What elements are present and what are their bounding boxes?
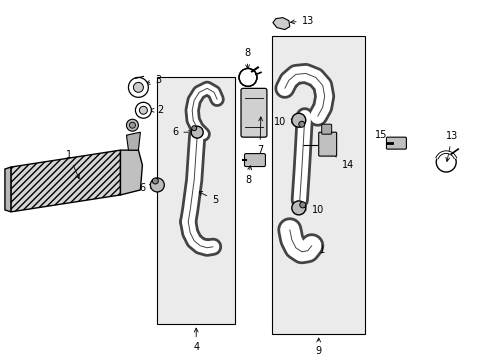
- Circle shape: [128, 77, 148, 97]
- Circle shape: [291, 201, 305, 215]
- Text: 8: 8: [244, 49, 249, 69]
- Text: 14: 14: [329, 152, 353, 170]
- Text: 10: 10: [302, 205, 323, 215]
- Circle shape: [139, 106, 147, 114]
- FancyBboxPatch shape: [321, 124, 331, 134]
- FancyBboxPatch shape: [244, 154, 265, 167]
- Text: 15: 15: [374, 130, 391, 143]
- Circle shape: [152, 178, 158, 184]
- Circle shape: [129, 122, 135, 128]
- Bar: [157, 77, 235, 324]
- Text: 13: 13: [290, 15, 313, 26]
- Text: 9: 9: [315, 338, 321, 356]
- Text: 5: 5: [198, 192, 218, 205]
- Text: 6: 6: [172, 127, 192, 137]
- Text: 10: 10: [273, 117, 294, 127]
- FancyBboxPatch shape: [386, 137, 406, 149]
- Polygon shape: [11, 150, 120, 212]
- Circle shape: [291, 113, 305, 127]
- Circle shape: [135, 102, 151, 118]
- Text: 2: 2: [150, 105, 163, 115]
- Polygon shape: [5, 167, 11, 212]
- Circle shape: [126, 119, 138, 131]
- Text: 7: 7: [256, 117, 263, 155]
- Text: 8: 8: [244, 166, 251, 185]
- Text: 1: 1: [65, 150, 79, 179]
- Circle shape: [298, 121, 304, 127]
- Bar: [271, 36, 364, 334]
- Text: 6: 6: [139, 183, 153, 193]
- Text: 13: 13: [445, 131, 457, 161]
- Polygon shape: [272, 18, 289, 30]
- FancyBboxPatch shape: [318, 132, 336, 156]
- Circle shape: [239, 68, 256, 86]
- Circle shape: [191, 126, 196, 131]
- Circle shape: [299, 202, 305, 208]
- Circle shape: [191, 126, 203, 138]
- Circle shape: [150, 178, 164, 192]
- Polygon shape: [126, 132, 140, 150]
- Text: 3: 3: [146, 75, 161, 85]
- Text: 11: 11: [305, 245, 325, 255]
- Text: 4: 4: [193, 328, 199, 352]
- FancyBboxPatch shape: [241, 88, 266, 137]
- Circle shape: [435, 152, 455, 172]
- Circle shape: [133, 82, 143, 92]
- Polygon shape: [120, 150, 142, 195]
- Text: 12: 12: [276, 83, 294, 95]
